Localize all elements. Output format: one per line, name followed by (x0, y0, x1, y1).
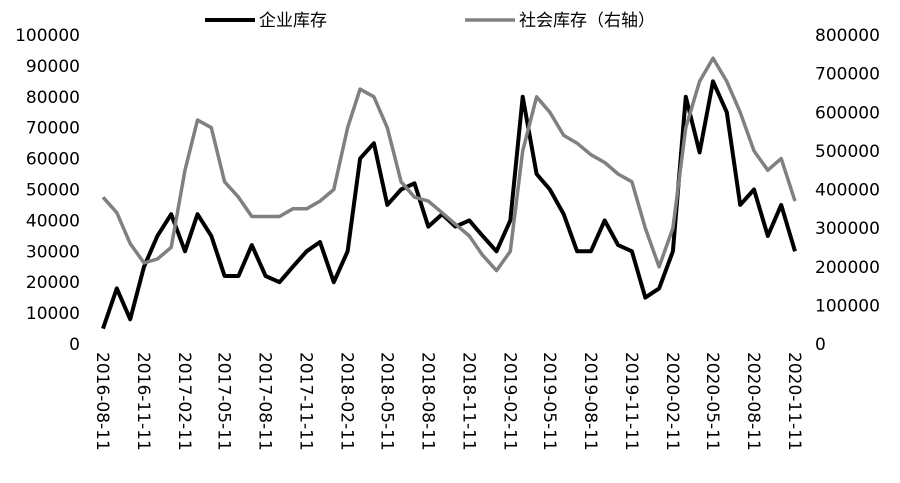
x-tick-label: 2019-08-11 (580, 352, 600, 451)
y-tick-label: 90000 (26, 57, 80, 77)
x-tick-label: 2016-08-11 (92, 352, 112, 451)
y2-tick-label: 200000 (815, 258, 880, 278)
y2-tick-label: 300000 (815, 219, 880, 239)
x-tick-label: 2019-02-11 (499, 352, 519, 451)
x-tick-label: 2020-11-11 (784, 352, 804, 451)
y-tick-label: 0 (69, 335, 80, 355)
x-tick-label: 2020-05-11 (702, 352, 722, 451)
y2-tick-label: 500000 (815, 142, 880, 162)
y2-tick-label: 600000 (815, 103, 880, 123)
x-tick-label: 2017-08-11 (255, 352, 275, 451)
y-tick-label: 70000 (26, 119, 80, 139)
x-tick-label: 2017-02-11 (174, 352, 194, 451)
legend-label: 社会库存（右轴） (519, 11, 655, 31)
x-tick-label: 2020-08-11 (743, 352, 763, 451)
series-line (101, 56, 797, 273)
y-tick-label: 80000 (26, 88, 80, 108)
y2-tick-label: 700000 (815, 65, 880, 85)
series-line (101, 79, 797, 330)
x-tick-label: 2019-05-11 (539, 352, 559, 451)
y2-tick-label: 100000 (815, 296, 880, 316)
x-tick-label: 2019-11-11 (621, 352, 641, 451)
y2-tick-label: 400000 (815, 181, 880, 201)
x-tick-label: 2020-02-11 (662, 352, 682, 451)
x-tick-label: 2018-11-11 (458, 352, 478, 451)
y2-tick-label: 0 (815, 335, 826, 355)
x-tick-label: 2018-02-11 (337, 352, 357, 451)
y2-tick-label: 800000 (815, 26, 880, 46)
x-tick-label: 2016-11-11 (133, 352, 153, 451)
y-tick-label: 30000 (26, 242, 80, 262)
y-tick-label: 40000 (26, 211, 80, 231)
x-tick-label: 2017-11-11 (296, 352, 316, 451)
y-tick-label: 50000 (26, 181, 80, 201)
x-tick-label: 2018-05-11 (376, 352, 396, 451)
y-tick-label: 10000 (26, 304, 80, 324)
y-tick-label: 60000 (26, 150, 80, 170)
y-tick-label: 20000 (26, 273, 80, 293)
legend-label: 企业库存 (259, 11, 327, 31)
y-tick-label: 100000 (15, 26, 80, 46)
x-tick-label: 2017-05-11 (214, 352, 234, 451)
x-tick-label: 2018-08-11 (417, 352, 437, 451)
